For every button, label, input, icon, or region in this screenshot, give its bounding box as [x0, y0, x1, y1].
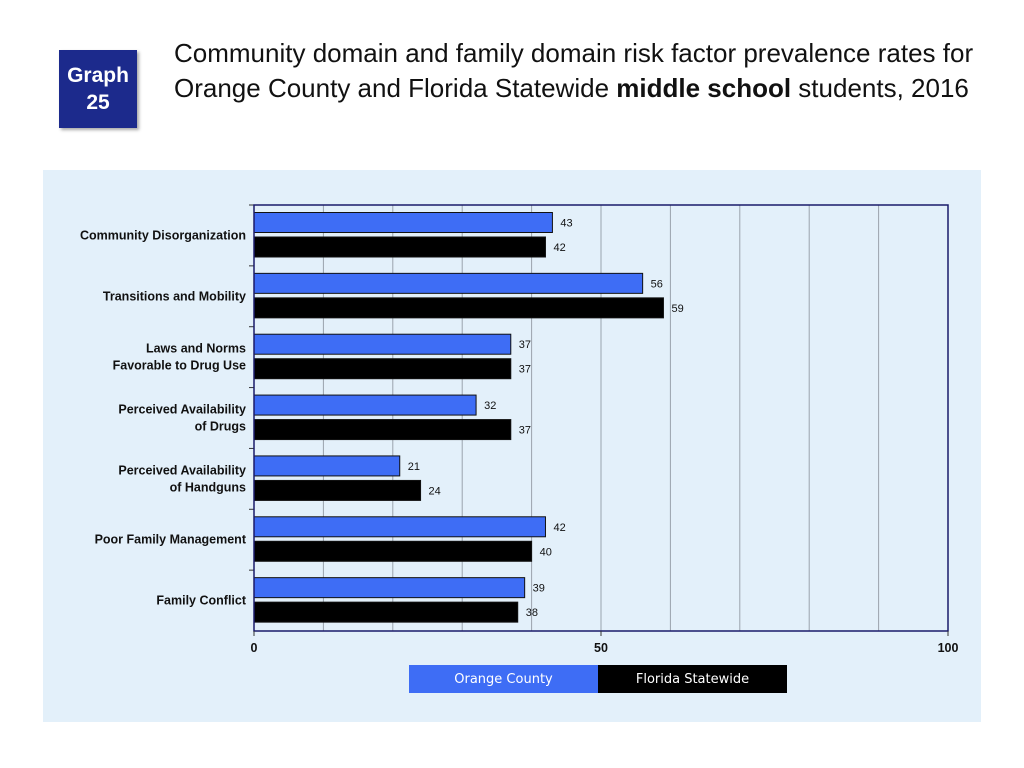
- title-text-end: students, 2016: [791, 73, 969, 103]
- x-tick-label: 100: [938, 641, 959, 655]
- data-label: 39: [533, 583, 545, 595]
- legend-item-orange-county: Orange County: [409, 665, 598, 693]
- category-label: Family Conflict: [156, 594, 246, 608]
- category-label: Favorable to Drug Use: [113, 359, 246, 373]
- bar: [253, 212, 553, 233]
- bar: [253, 333, 512, 355]
- legend: Orange County Florida Statewide: [409, 665, 787, 693]
- data-label: 21: [408, 461, 420, 473]
- data-label: 42: [553, 242, 565, 254]
- data-label: 59: [671, 303, 683, 315]
- data-label: 24: [429, 485, 441, 497]
- bar: [253, 479, 422, 501]
- bar: [253, 419, 512, 441]
- bar: [253, 540, 533, 562]
- bar: [253, 455, 401, 477]
- legend-item-florida-statewide: Florida Statewide: [598, 665, 787, 693]
- data-label: 40: [540, 546, 552, 558]
- data-label: 38: [526, 607, 538, 619]
- data-label: 37: [519, 339, 531, 351]
- bar: [253, 601, 519, 623]
- data-label: 43: [560, 218, 572, 230]
- title-bold-text: middle school: [616, 73, 792, 103]
- category-label: Perceived Availability: [118, 403, 246, 417]
- bar: [253, 394, 477, 416]
- data-label: 32: [484, 400, 496, 412]
- data-label: 37: [519, 364, 531, 376]
- data-label: 37: [519, 425, 531, 437]
- bar: [253, 297, 664, 319]
- bar: [253, 577, 526, 599]
- bar: [253, 272, 644, 294]
- chart-title: Community domain and family domain risk …: [174, 36, 984, 106]
- data-label: 56: [651, 278, 663, 290]
- badge-label: Graph: [67, 64, 129, 87]
- category-label: Community Disorganization: [80, 228, 246, 242]
- category-label: Perceived Availability: [118, 463, 246, 477]
- category-label: Poor Family Management: [95, 533, 247, 547]
- graph-number-badge: Graph 25: [59, 50, 137, 128]
- bar: [253, 516, 546, 538]
- data-label: 42: [553, 522, 565, 534]
- bar: [253, 358, 512, 380]
- x-tick-label: 0: [251, 641, 258, 655]
- badge-number: 25: [86, 91, 110, 114]
- x-tick-label: 50: [594, 641, 608, 655]
- category-label: Transitions and Mobility: [103, 289, 246, 303]
- bar: [253, 236, 546, 258]
- category-label: Laws and Norms: [146, 342, 246, 356]
- category-label: of Drugs: [195, 420, 246, 434]
- category-label: of Handguns: [170, 480, 246, 494]
- title-text: Community domain and family domain risk …: [174, 38, 974, 103]
